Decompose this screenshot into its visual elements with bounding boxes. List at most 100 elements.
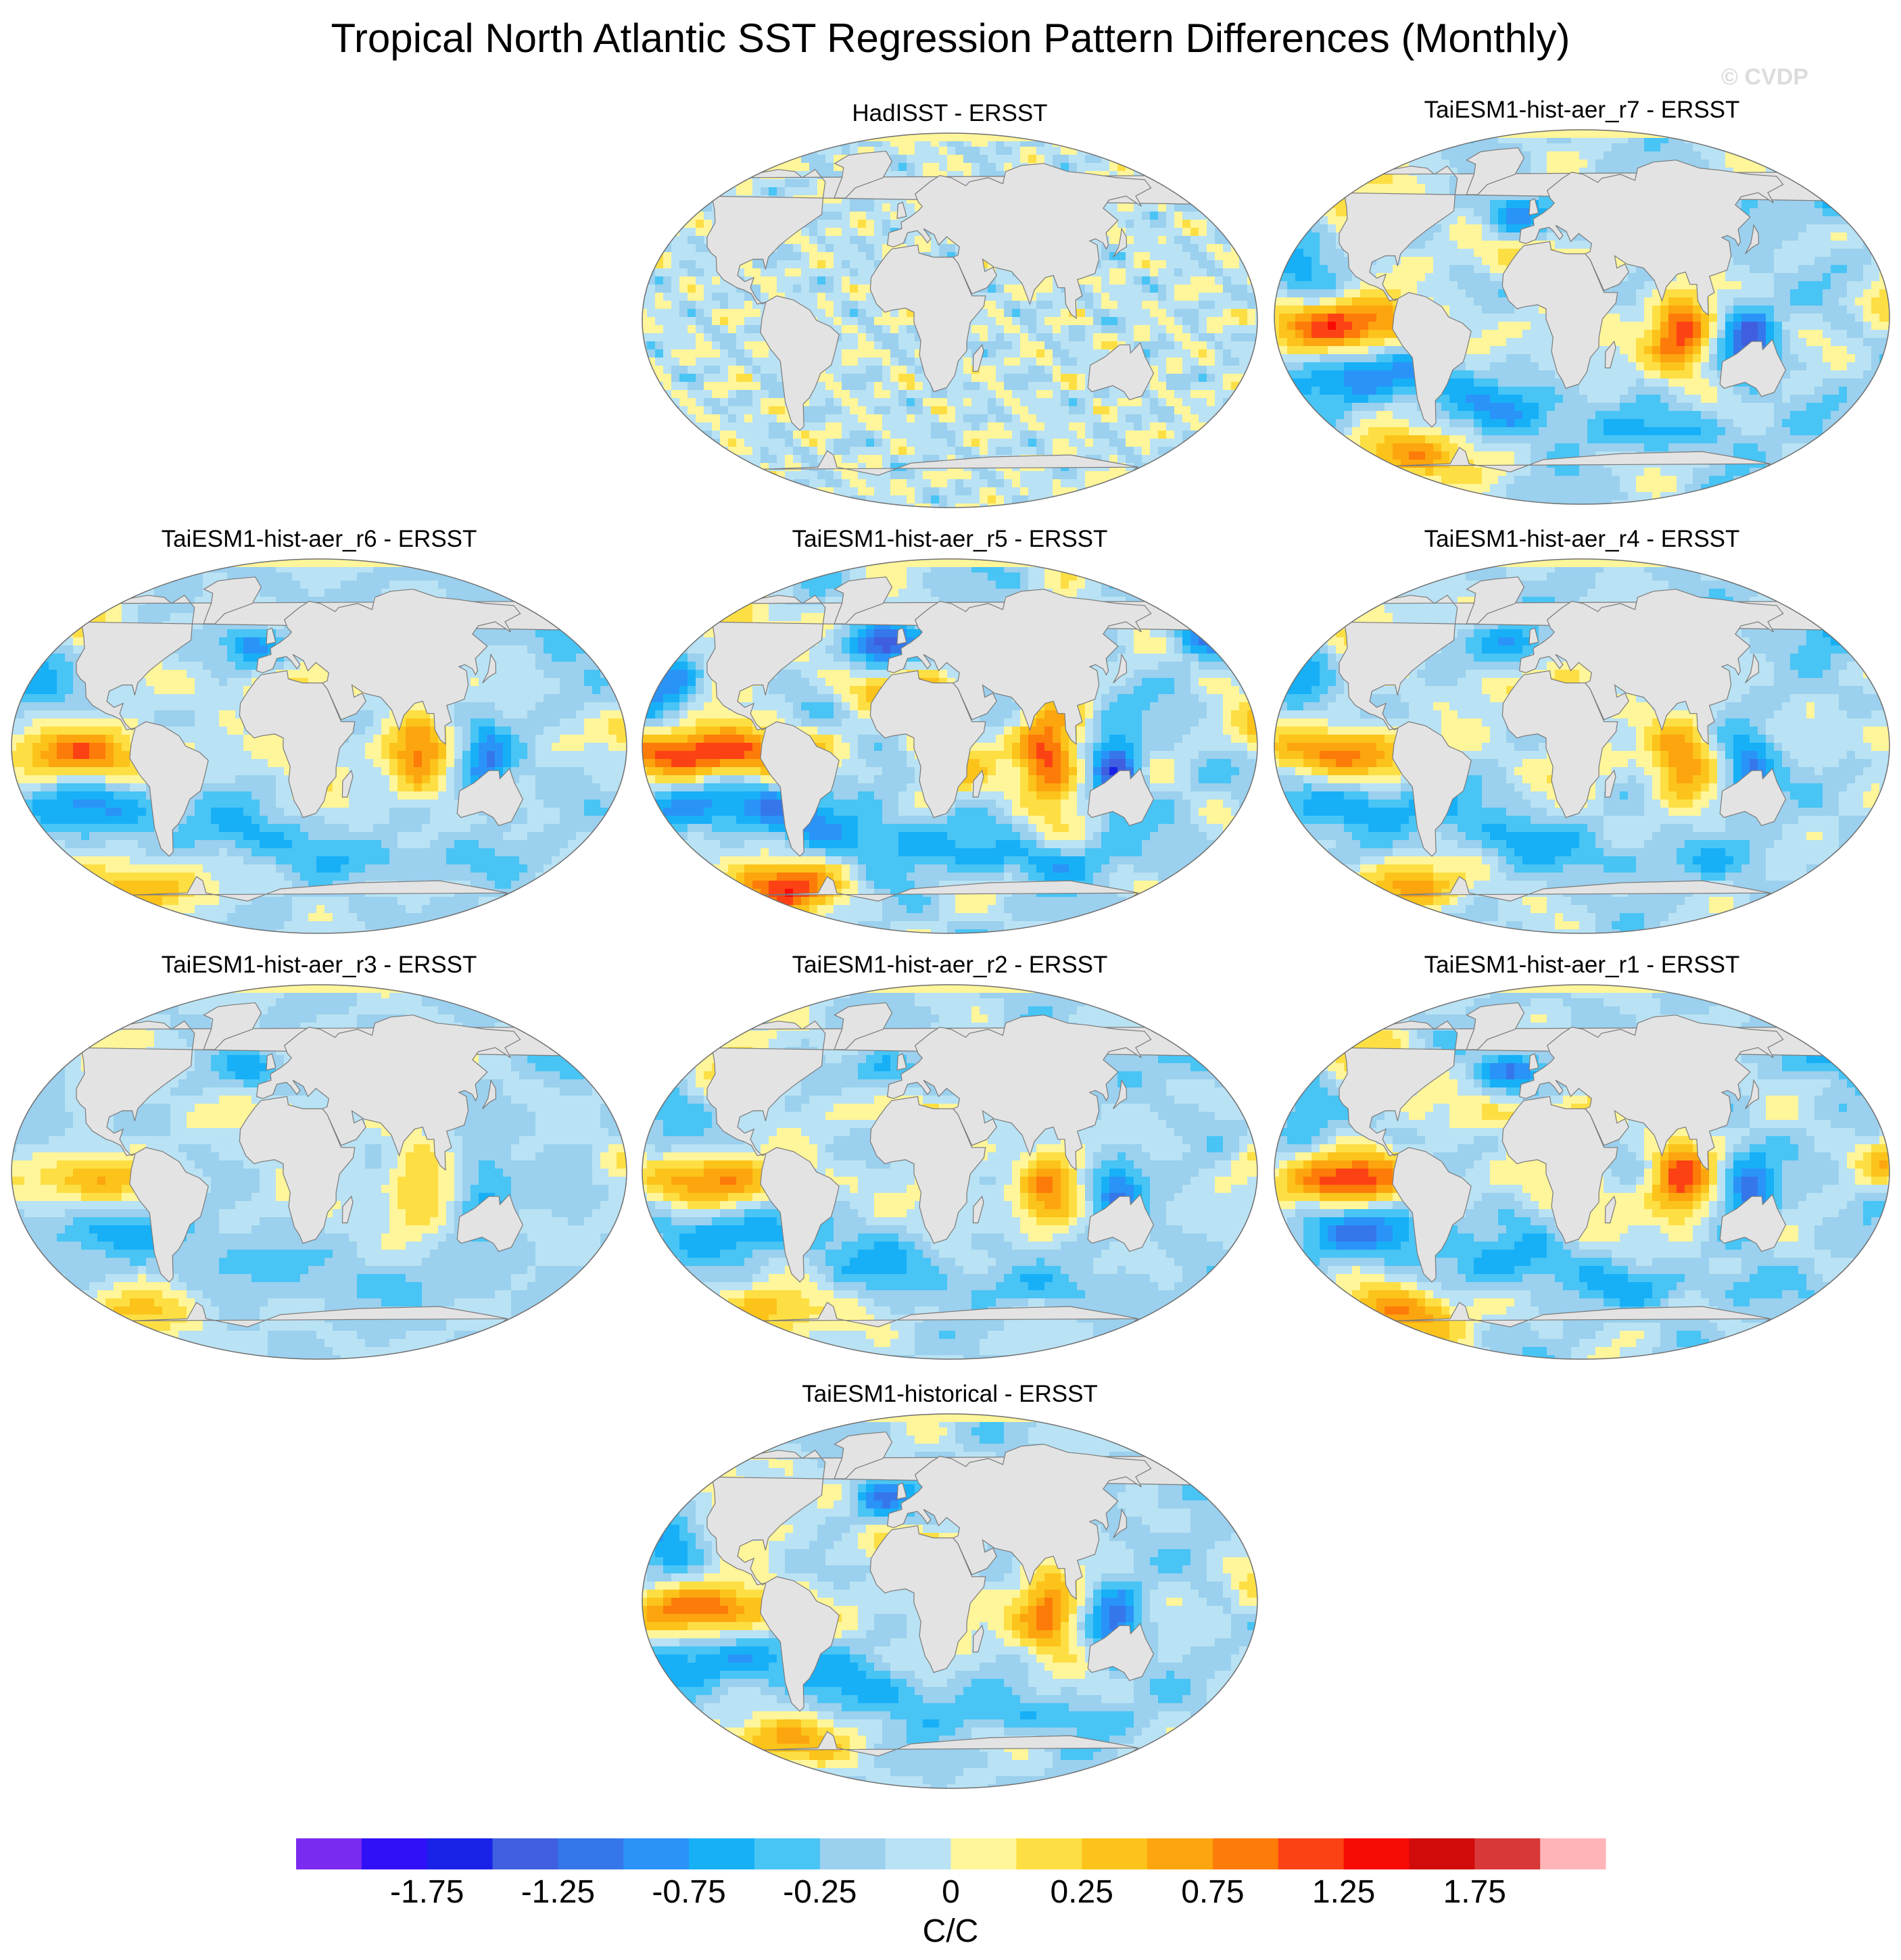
sst-cell (696, 317, 704, 326)
sst-cell (1182, 139, 1191, 147)
sst-cell (1044, 390, 1053, 399)
sst-cell (1855, 160, 1864, 168)
sst-cell (1466, 249, 1474, 258)
sst-cell (1134, 487, 1142, 496)
sst-cell (655, 309, 664, 318)
sst-cell (720, 293, 729, 301)
sst-cell (1020, 133, 1029, 139)
sst-cell (712, 349, 721, 358)
sst-cell (696, 244, 704, 253)
sst-cell (1506, 224, 1515, 233)
sst-cell (1028, 422, 1037, 431)
sst-cell (866, 333, 875, 342)
sst-cell (761, 422, 769, 431)
sst-cell (679, 179, 688, 188)
sst-cell (1287, 184, 1296, 193)
sst-cell (744, 495, 753, 504)
sst-cell (744, 374, 753, 383)
sst-cell (1466, 130, 1474, 136)
sst-cell (1806, 241, 1815, 249)
sst-cell (761, 431, 769, 439)
sst-cell (1142, 163, 1151, 172)
sst-cell (720, 504, 729, 508)
sst-cell (996, 276, 1005, 285)
sst-cell (1798, 143, 1807, 152)
sst-cell (834, 431, 842, 439)
sst-cell (1231, 406, 1240, 415)
sst-cell (1839, 257, 1848, 266)
sst-cell (1506, 200, 1515, 209)
sst-cell (1239, 220, 1248, 228)
sst-cell (1061, 317, 1069, 326)
sst-cell (1798, 257, 1807, 266)
sst-cell (1563, 151, 1572, 160)
sst-cell (980, 406, 988, 415)
sst-cell (1255, 293, 1257, 301)
sst-cell (777, 133, 786, 139)
sst-cell (1085, 398, 1094, 407)
sst-cell (1069, 504, 1078, 508)
sst-cell (1004, 317, 1013, 326)
sst-cell (655, 325, 664, 334)
sst-cell (1247, 285, 1256, 293)
sst-cell (939, 447, 948, 456)
sst-cell (809, 228, 818, 237)
sst-cell (1547, 232, 1556, 241)
sst-cell (1393, 265, 1401, 274)
sst-cell (1215, 414, 1224, 423)
sst-cell (1798, 200, 1807, 209)
sst-cell (834, 455, 842, 464)
sst-cell (1101, 414, 1110, 423)
sst-cell (1287, 241, 1296, 249)
sst-cell (671, 236, 680, 245)
sst-cell (679, 382, 688, 391)
sst-cell (1312, 160, 1320, 168)
sst-cell (842, 390, 850, 399)
sst-cell (736, 504, 745, 508)
sst-cell (1069, 366, 1078, 374)
sst-cell (1053, 414, 1061, 423)
sst-cell (688, 301, 696, 310)
sst-cell (1134, 471, 1142, 480)
sst-cell (850, 406, 859, 415)
sst-cell (1823, 168, 1831, 176)
sst-cell (939, 398, 948, 407)
sst-cell (1239, 203, 1248, 212)
sst-cell (1061, 414, 1069, 423)
sst-cell (1207, 390, 1216, 399)
sst-cell (850, 203, 859, 212)
sst-cell (1166, 471, 1175, 480)
sst-cell (801, 244, 810, 253)
sst-cell (704, 220, 713, 228)
sst-cell (1709, 135, 1718, 144)
sst-cell (866, 431, 875, 439)
sst-cell (1239, 382, 1248, 391)
sst-cell (688, 244, 696, 253)
sst-cell (1101, 431, 1110, 439)
sst-cell (736, 293, 745, 301)
sst-cell (1295, 151, 1304, 160)
sst-cell (1547, 143, 1556, 152)
sst-cell (1215, 447, 1224, 456)
sst-cell (1255, 495, 1257, 504)
sst-cell (1231, 285, 1240, 293)
sst-cell (1182, 309, 1191, 318)
sst-cell (1166, 366, 1175, 374)
sst-cell (931, 495, 940, 504)
sst-cell (1134, 268, 1142, 277)
sst-cell (793, 455, 802, 464)
sst-cell (907, 406, 915, 415)
sst-cell (688, 390, 696, 399)
sst-cell (1077, 398, 1086, 407)
sst-cell (679, 163, 688, 172)
sst-cell (671, 414, 680, 423)
sst-cell (1458, 200, 1466, 209)
sst-cell (1887, 176, 1890, 185)
sst-cell (642, 495, 648, 504)
sst-cell (736, 309, 745, 318)
arctic-strip (642, 133, 1257, 141)
sst-cell (671, 325, 680, 334)
sst-cell (671, 212, 680, 220)
sst-cell (696, 228, 704, 237)
sst-cell (1376, 130, 1385, 136)
